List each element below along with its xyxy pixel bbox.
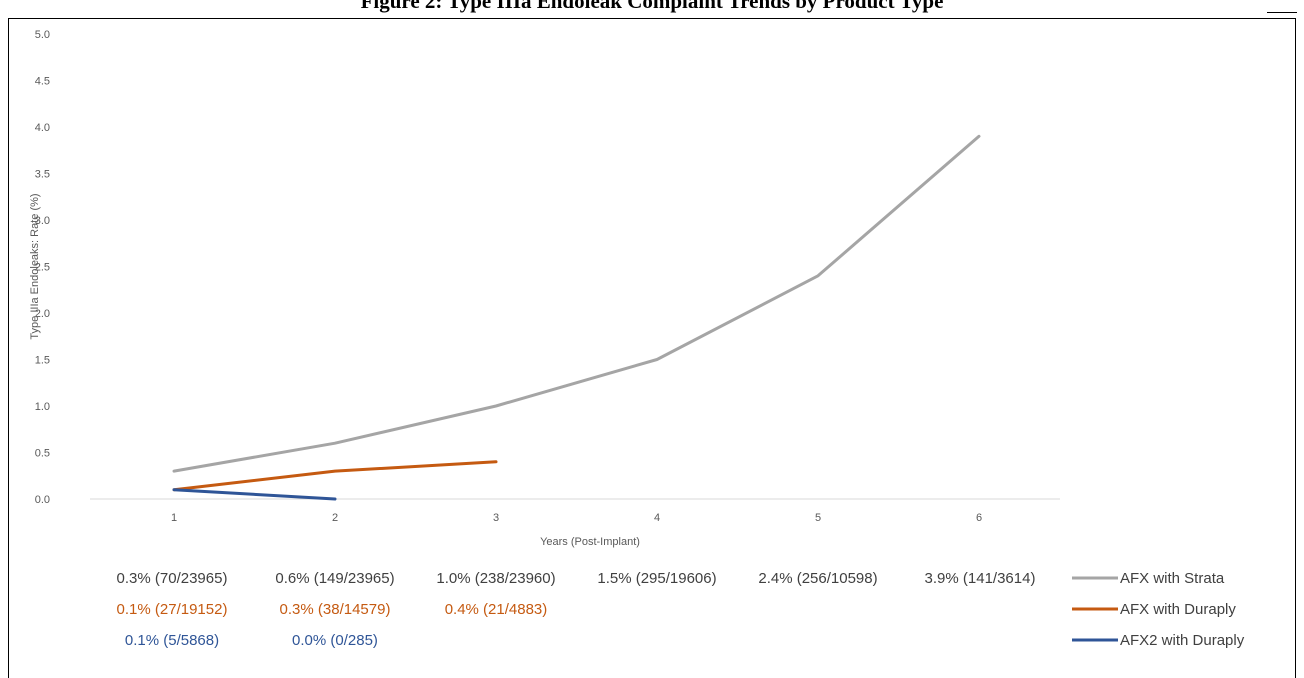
legend-entry: AFX with Strata xyxy=(1120,570,1225,587)
x-tick-label: 3 xyxy=(493,512,499,524)
x-tick-label: 1 xyxy=(171,512,177,524)
y-tick-label: 2.5 xyxy=(35,262,50,274)
data-label: 0.4% (21/4883) xyxy=(445,601,548,618)
y-tick-label: 0.0 xyxy=(35,494,50,506)
y-tick-label: 3.0 xyxy=(35,215,50,227)
series-line-afx-with-duraply xyxy=(172,460,498,492)
y-tick-label: 4.5 xyxy=(35,76,50,88)
data-label: 0.6% (149/23965) xyxy=(275,570,394,587)
line-chart: 0.0 0.5 1.0 1.5 2.0 2.5 3.0 3.5 4.0 4.5 5.0 1 2 3 4 5 6 Y… xyxy=(29,29,1245,649)
x-tick-label: 6 xyxy=(976,512,982,524)
data-label: 2.4% (256/10598) xyxy=(758,570,877,587)
y-tick-label: 5.0 xyxy=(35,29,50,41)
chart-frame xyxy=(8,18,1296,678)
data-label: 0.0% (0/285) xyxy=(292,632,378,649)
y-tick-label: 2.0 xyxy=(35,308,50,320)
x-tick-label: 4 xyxy=(654,512,660,524)
data-label: 1.0% (238/23960) xyxy=(436,570,555,587)
series-line-afx-with-strata xyxy=(172,134,981,473)
figure-title: Figure 2: Type IIIa Endoleak Complaint T… xyxy=(360,0,944,13)
x-axis-title: Years (Post-Implant) xyxy=(540,536,640,548)
legend-entry: AFX2 with Duraply xyxy=(1120,632,1245,649)
data-label: 0.1% (27/19152) xyxy=(117,601,228,618)
data-label: 0.1% (5/5868) xyxy=(125,632,219,649)
y-tick-label: 0.5 xyxy=(35,448,50,460)
y-tick-label: 3.5 xyxy=(35,169,50,181)
y-tick-label: 1.0 xyxy=(35,401,50,413)
y-tick-label: 4.0 xyxy=(35,122,50,134)
title-rule xyxy=(1267,12,1297,13)
data-label: 0.3% (70/23965) xyxy=(117,570,228,587)
data-label: 1.5% (295/19606) xyxy=(597,570,716,587)
y-axis-title: Type IIIa Endoleaks: Rate (%) xyxy=(29,193,41,339)
series-line-afx2-with-duraply xyxy=(172,488,337,501)
y-tick-label: 1.5 xyxy=(35,355,50,367)
data-label: 3.9% (141/3614) xyxy=(925,570,1036,587)
x-tick-label: 5 xyxy=(815,512,821,524)
data-label: 0.3% (38/14579) xyxy=(280,601,391,618)
legend-entry: AFX with Duraply xyxy=(1120,601,1236,618)
x-tick-label: 2 xyxy=(332,512,338,524)
